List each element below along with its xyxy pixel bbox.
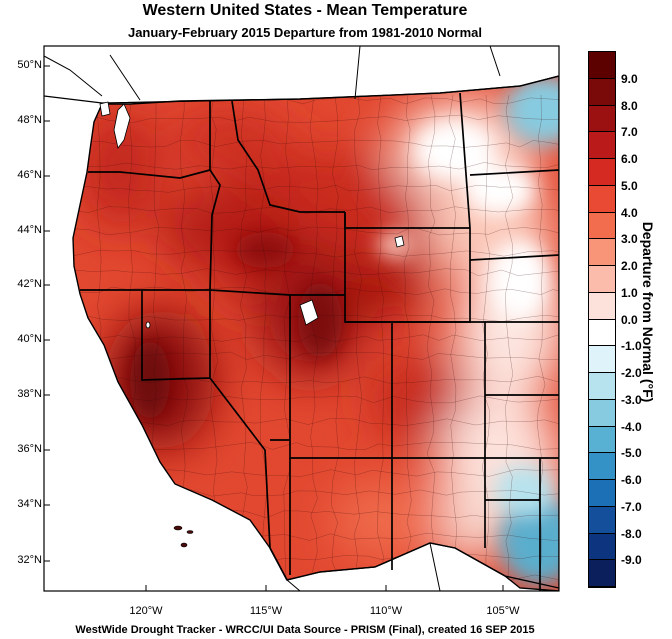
colorbar-segment: [589, 373, 615, 400]
lon-label: 110°W: [369, 605, 403, 617]
colorbar-label: -3.0: [621, 392, 642, 407]
colorbar-label: -6.0: [621, 473, 642, 487]
colorbar-segment: [589, 78, 615, 106]
lon-label: 120°W: [129, 605, 163, 617]
colorbar-segment: [589, 453, 615, 480]
colorbar-segment: [589, 212, 615, 240]
colorbar-segment: [589, 52, 615, 79]
colorbar-label: 2.0: [621, 259, 638, 273]
colorbar-segment: [589, 319, 615, 347]
colorbar-segment: [589, 346, 615, 373]
colorbar-label: -8.0: [621, 526, 642, 541]
colorbar-label: 1.0: [621, 285, 638, 300]
colorbar-label: 9.0: [621, 71, 638, 86]
colorbar-label: 8.0: [621, 98, 638, 113]
colorbar-label: 0.0: [621, 312, 638, 327]
colorbar-label: 4.0: [621, 205, 638, 220]
state-borders: [80, 92, 559, 591]
map-frame: [43, 45, 560, 592]
colorbar-segment: [589, 239, 615, 266]
colorbar-title: Departure from Normal (°F): [640, 221, 656, 403]
map-subtitle: January-February 2015 Departure from 198…: [127, 25, 483, 40]
lat-label: 48°N: [17, 114, 42, 126]
lon-label: 105°W: [486, 605, 520, 617]
lat-label: 42°N: [17, 278, 42, 290]
colorbar-segment: [589, 399, 615, 427]
colorbar-segment: [589, 159, 615, 186]
colorbar-segment: [589, 533, 615, 561]
colorbar-label: -9.0: [621, 553, 642, 568]
colorbar-segment: [589, 560, 615, 587]
colorbar-label: 7.0: [621, 125, 638, 140]
colorbar-label: 3.0: [621, 232, 638, 247]
colorbar-label: -2.0: [621, 366, 642, 380]
colorbar-segment: [589, 266, 615, 293]
colorbar-segment: [589, 426, 615, 454]
colorbar-segment: [589, 480, 615, 507]
colorbar-label: 5.0: [621, 178, 638, 193]
data-source-credit: WestWide Drought Tracker - WRCC/UI Data …: [75, 624, 535, 636]
lat-ticks: [44, 65, 504, 591]
colorbar-label: -1.0: [621, 339, 642, 354]
colorbar-segment: [589, 506, 615, 534]
colorbar-segment: [589, 292, 615, 320]
lat-label: 50°N: [17, 59, 42, 71]
map-title: Western United States - Mean Temperature: [142, 2, 468, 19]
colorbar-segment: [589, 105, 615, 133]
colorbar-label: -5.0: [621, 446, 642, 461]
colorbar-label: 6.0: [621, 152, 638, 166]
colorbar-label: -7.0: [621, 499, 642, 514]
lat-label: 46°N: [17, 169, 42, 181]
colorbar-segment: [589, 185, 615, 213]
lat-label: 44°N: [17, 224, 42, 236]
lat-label: 40°N: [17, 333, 42, 345]
lat-label: 38°N: [17, 388, 42, 400]
colorbar-label: -4.0: [621, 419, 642, 434]
lat-label: 34°N: [17, 498, 42, 510]
colorbar: [588, 51, 616, 588]
lat-label: 32°N: [17, 554, 42, 566]
colorbar-segment: [589, 132, 615, 159]
lon-label: 115°W: [249, 605, 283, 617]
lat-label: 36°N: [17, 443, 42, 455]
